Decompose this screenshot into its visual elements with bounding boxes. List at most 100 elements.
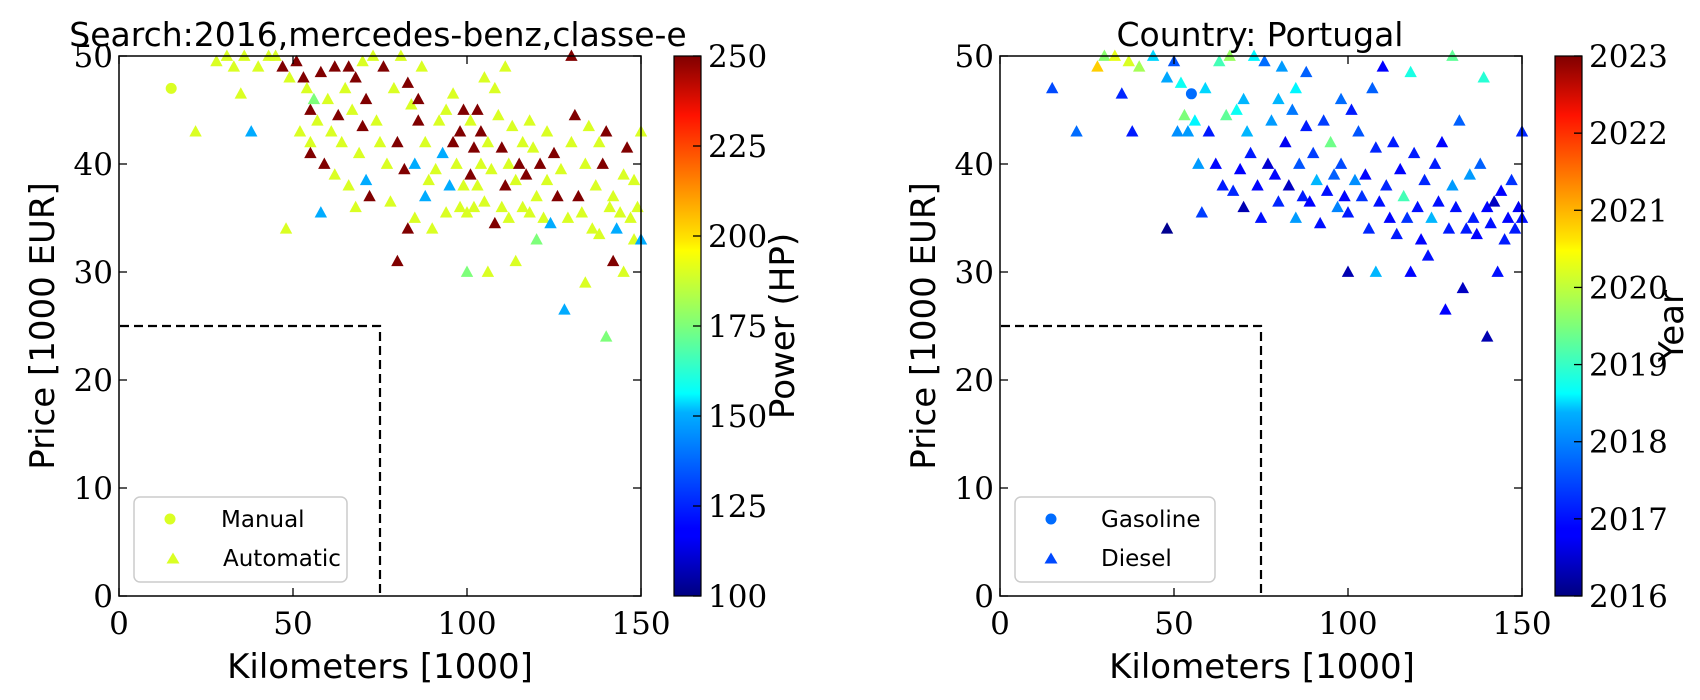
data-point-triangle	[1296, 189, 1309, 202]
y-tick-label: 10	[955, 471, 994, 507]
data-point-triangle	[1261, 157, 1275, 169]
data-point-triangle	[234, 87, 247, 99]
data-point-triangle	[1484, 216, 1497, 229]
x-tick-label: 50	[273, 606, 312, 642]
data-point-triangle	[307, 92, 321, 105]
data-point-triangle	[1209, 157, 1222, 169]
data-point-triangle	[373, 135, 387, 148]
data-point-triangle	[1320, 184, 1334, 196]
data-point-triangle	[582, 119, 595, 132]
data-point-triangle	[1404, 265, 1417, 277]
data-point-triangle	[1331, 200, 1344, 213]
data-point-triangle	[471, 179, 484, 191]
data-point-triangle	[426, 222, 439, 234]
data-point-triangle	[1188, 114, 1202, 126]
data-point-triangle	[1334, 157, 1348, 169]
data-point-triangle	[1293, 157, 1306, 169]
data-point-triangle	[1362, 222, 1376, 234]
data-point-circle	[165, 82, 177, 94]
x-tick-label: 100	[1318, 606, 1377, 642]
legend: Manual Automatic	[133, 496, 348, 583]
data-point-triangle	[1174, 76, 1188, 88]
data-point-triangle	[321, 92, 334, 105]
data-point-triangle	[554, 162, 568, 175]
data-point-triangle	[593, 135, 606, 148]
data-point-triangle	[516, 200, 529, 213]
data-point-triangle	[1467, 211, 1480, 223]
data-point-triangle	[450, 157, 463, 169]
data-point-triangle	[1233, 162, 1247, 175]
y-tick-label: 50	[74, 39, 113, 75]
data-point-triangle	[1300, 119, 1313, 132]
data-point-triangle	[513, 157, 526, 169]
data-point-triangle	[499, 60, 512, 72]
data-point-triangle	[1369, 265, 1383, 277]
data-point-triangle	[398, 162, 411, 175]
data-point-triangle	[467, 200, 481, 213]
data-point-triangle	[1439, 303, 1452, 315]
data-point-triangle	[377, 60, 390, 72]
y-tick-label: 30	[74, 255, 113, 291]
data-point-triangle	[478, 71, 491, 83]
data-point-triangle	[1421, 249, 1435, 261]
data-point-triangle	[575, 206, 589, 218]
data-point-triangle	[1449, 200, 1463, 213]
data-point-triangle	[526, 141, 540, 153]
data-point-triangle	[380, 157, 394, 169]
data-point-triangle	[1091, 60, 1104, 72]
data-point-triangle	[1487, 195, 1501, 207]
data-point-triangle	[391, 135, 404, 148]
data-point-triangle	[394, 49, 408, 61]
data-point-triangle	[446, 87, 460, 99]
data-point-triangle	[349, 71, 362, 83]
data-point-triangle	[600, 330, 613, 342]
data-point-triangle	[624, 211, 637, 223]
data-point-triangle	[443, 179, 456, 191]
data-point-triangle	[1160, 222, 1174, 234]
data-point-triangle	[419, 189, 432, 202]
data-point-triangle	[349, 200, 362, 213]
data-point-triangle	[547, 146, 561, 159]
data-point-triangle	[1327, 168, 1341, 180]
data-point-triangle	[488, 216, 502, 229]
data-point-triangle	[1359, 168, 1372, 180]
colorbar-tick-label: 200	[708, 219, 767, 255]
data-point-triangle	[502, 157, 515, 169]
data-point-triangle	[502, 211, 515, 223]
data-point-triangle	[1494, 184, 1508, 196]
data-point-triangle	[1498, 233, 1511, 245]
data-point-triangle	[1338, 189, 1351, 202]
data-point-triangle	[1380, 179, 1393, 191]
data-point-triangle	[1470, 227, 1483, 240]
data-point-triangle	[1453, 114, 1466, 126]
data-point-triangle	[1178, 108, 1191, 121]
data-point-triangle	[1404, 65, 1417, 78]
data-point-triangle	[311, 114, 324, 126]
data-point-triangle	[220, 49, 234, 61]
data-point-triangle	[1341, 206, 1355, 218]
data-point-triangle	[1435, 135, 1449, 148]
data-point-triangle	[1098, 49, 1111, 61]
data-point-triangle	[412, 114, 425, 126]
y-axis-label: Price [1000 EUR]	[904, 182, 944, 470]
data-point-triangle	[1432, 195, 1445, 207]
data-point-triangle	[474, 125, 488, 137]
data-point-triangle	[1341, 265, 1355, 277]
data-point-triangle	[561, 211, 575, 223]
data-point-triangle	[1508, 222, 1522, 234]
data-point-triangle	[1133, 60, 1146, 72]
x-tick-label: 50	[1154, 606, 1193, 642]
x-ticks: 0 50 100 150	[990, 56, 1552, 642]
colorbar-tick-label: 2018	[1589, 425, 1668, 461]
data-point-triangle	[627, 173, 641, 186]
data-point-triangle	[606, 254, 620, 267]
data-point-triangle	[565, 135, 578, 148]
data-point-triangle	[540, 125, 554, 137]
colorbar-tick-label: 2023	[1589, 39, 1668, 75]
data-point-triangle	[1463, 168, 1476, 180]
x-ticks: 0 50 100 150	[109, 56, 671, 642]
x-tick-label: 150	[1492, 606, 1551, 642]
data-point-triangle	[1115, 87, 1128, 99]
data-point-triangle	[384, 195, 397, 207]
